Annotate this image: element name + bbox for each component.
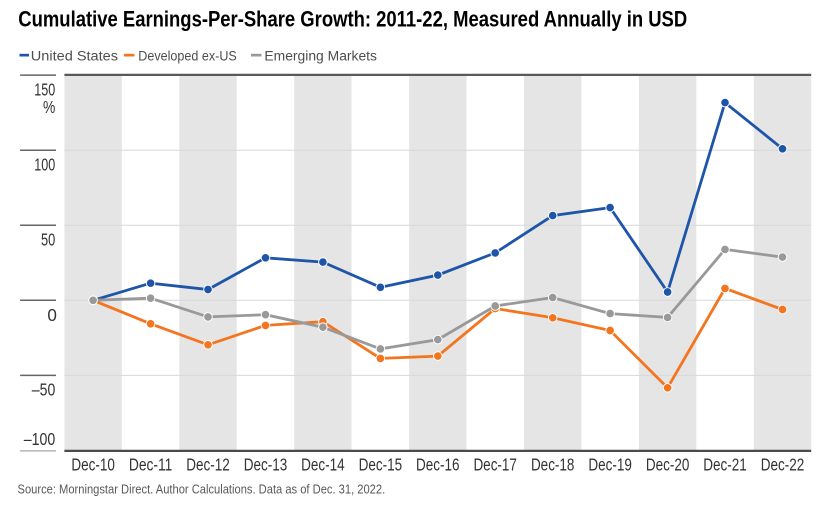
svg-text:Dec-12: Dec-12 (186, 455, 230, 475)
svg-text:Dec-15: Dec-15 (359, 455, 403, 475)
svg-text:Dec-11: Dec-11 (129, 455, 173, 475)
svg-text:0: 0 (47, 305, 57, 325)
svg-text:Dec-17: Dec-17 (473, 455, 517, 475)
svg-text:Developed ex-US: Developed ex-US (138, 49, 237, 64)
svg-text:100: 100 (34, 155, 55, 175)
svg-text:Source: Morningstar Direct. Au: Source: Morningstar Direct. Author Calcu… (18, 482, 386, 497)
svg-text:Dec-13: Dec-13 (244, 455, 288, 475)
svg-text:Dec-19: Dec-19 (588, 455, 632, 475)
svg-text:Dec-10: Dec-10 (71, 455, 115, 475)
svg-text:Cumulative Earnings-Per-Share: Cumulative Earnings-Per-Share Growth: 20… (18, 7, 687, 32)
svg-text:%: % (43, 97, 55, 117)
svg-text:Dec-16: Dec-16 (416, 455, 460, 475)
svg-text:Emerging Markets: Emerging Markets (264, 49, 377, 64)
svg-text:–100: –100 (24, 429, 56, 449)
svg-text:United States: United States (31, 49, 118, 64)
svg-text:–50: –50 (32, 380, 56, 400)
svg-text:Dec-18: Dec-18 (531, 455, 575, 475)
svg-text:Dec-20: Dec-20 (646, 455, 690, 475)
svg-text:Dec-22: Dec-22 (761, 455, 805, 475)
svg-text:50: 50 (41, 230, 55, 250)
svg-text:150: 150 (34, 79, 55, 99)
svg-text:Dec-21: Dec-21 (703, 455, 747, 475)
svg-text:Dec-14: Dec-14 (301, 455, 345, 475)
